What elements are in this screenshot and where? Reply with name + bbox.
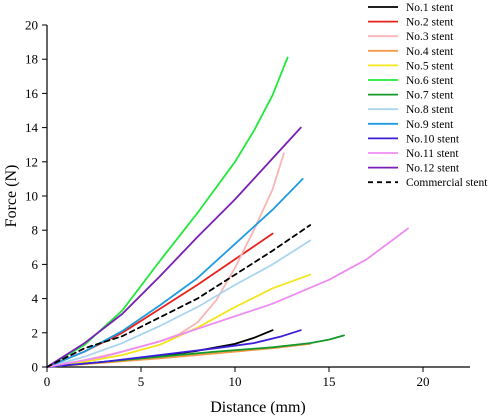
y-tick-label: 8 — [32, 223, 39, 238]
series-line-13 — [46, 224, 312, 368]
y-tick-label: 0 — [32, 360, 39, 375]
x-tick-label: 10 — [229, 374, 242, 389]
y-tick-label: 18 — [25, 52, 38, 67]
legend-label: No.4 stent — [406, 46, 454, 58]
axis-ticks: 0 5 10 15 20 0 2 4 6 8 10 12 14 16 18 20 — [25, 18, 430, 390]
series-line-9 — [46, 177, 304, 368]
legend-label: No.6 stent — [406, 75, 454, 87]
legend-label: No.9 stent — [406, 119, 454, 131]
legend-label: No.7 stent — [406, 90, 454, 102]
series-lines — [46, 56, 409, 368]
x-tick-label: 5 — [138, 374, 145, 389]
series-line-11 — [46, 227, 409, 368]
y-tick-label: 20 — [25, 18, 38, 33]
x-tick-label: 0 — [44, 374, 51, 389]
y-axis-title: Force (N) — [3, 165, 20, 228]
series-line-6 — [46, 56, 289, 368]
legend-label: No.8 stent — [406, 104, 454, 116]
x-tick-label: 15 — [323, 374, 336, 389]
legend-label: No.3 stent — [406, 31, 454, 43]
y-tick-label: 6 — [32, 257, 39, 272]
legend-label: No.12 stent — [406, 163, 460, 175]
legend: No.1 stent No.2 stent No.3 stent No.4 stent… — [368, 2, 488, 189]
legend-label: No.11 stent — [406, 148, 459, 160]
legend-label: No.5 stent — [406, 60, 454, 72]
series-line-5 — [46, 273, 312, 368]
y-tick-label: 16 — [25, 86, 39, 101]
x-axis-title: Distance (mm) — [210, 399, 306, 416]
series-line-10 — [46, 329, 302, 368]
legend-label: No.10 stent — [406, 133, 460, 145]
legend-label: No.2 stent — [406, 17, 454, 29]
y-tick-label: 4 — [32, 291, 39, 306]
y-tick-label: 12 — [25, 154, 38, 169]
y-tick-label: 14 — [25, 120, 39, 135]
legend-label: No.1 stent — [406, 2, 454, 14]
series-line-12 — [46, 126, 302, 368]
y-tick-label: 10 — [25, 189, 38, 204]
y-tick-label: 2 — [32, 325, 39, 340]
series-line-8 — [46, 239, 312, 368]
x-tick-label: 20 — [417, 374, 430, 389]
legend-label: Commercial stent — [406, 177, 488, 189]
